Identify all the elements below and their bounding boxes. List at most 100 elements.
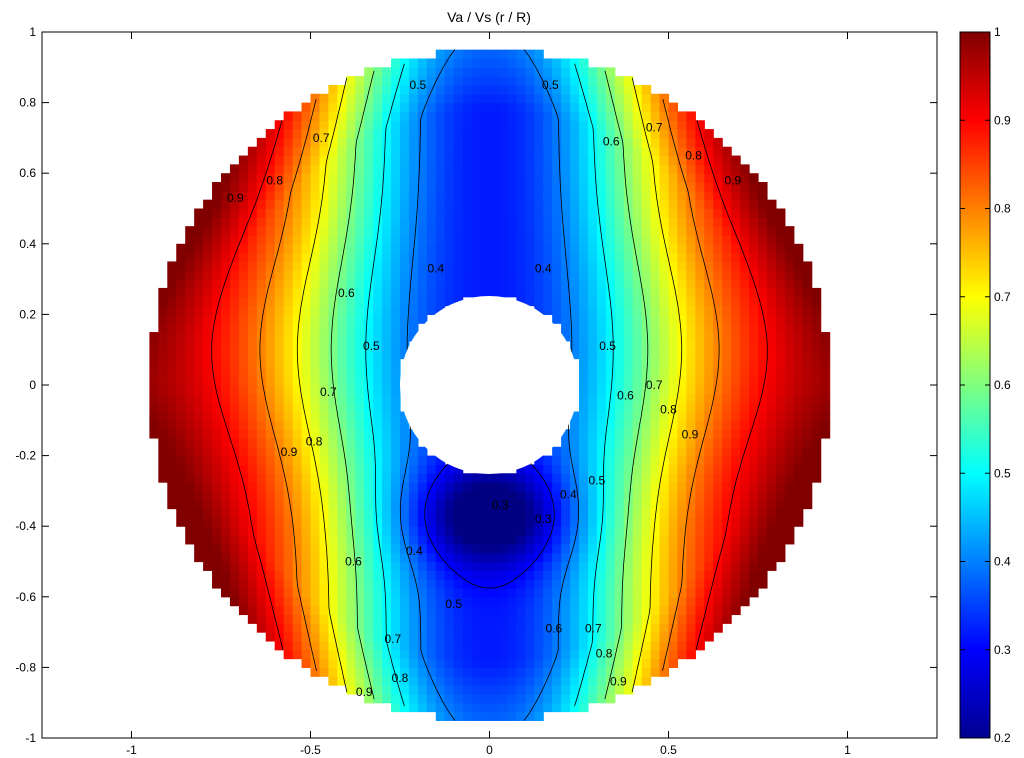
heatmap-cell: [256, 570, 267, 580]
heatmap-cell: [364, 376, 374, 386]
heatmap-cell: [713, 623, 723, 633]
heatmap-cell: [641, 614, 652, 624]
heatmap-cell: [364, 526, 374, 536]
heatmap-cell: [149, 393, 159, 404]
heatmap-cell: [498, 614, 508, 624]
heatmap-cell: [552, 526, 562, 536]
heatmap-cell: [346, 623, 356, 633]
heatmap-cell: [373, 314, 383, 324]
heatmap-cell: [328, 208, 338, 218]
heatmap-cell: [596, 623, 607, 633]
heatmap-cell: [525, 623, 535, 633]
heatmap-cell: [677, 367, 687, 377]
heatmap-cell: [686, 499, 696, 510]
heatmap-cell: [346, 261, 356, 271]
heatmap-cell: [552, 190, 562, 201]
heatmap-cell: [400, 146, 410, 157]
heatmap-cell: [525, 482, 535, 492]
heatmap-cell: [310, 437, 321, 448]
heatmap-cell: [605, 543, 616, 554]
heatmap-cell: [265, 182, 276, 192]
heatmap-cell: [740, 411, 750, 421]
heatmap-cell: [731, 420, 741, 430]
heatmap-cell: [668, 279, 679, 289]
heatmap-cell: [713, 411, 723, 421]
heatmap-cell: [570, 208, 580, 218]
heatmap-cell: [355, 411, 365, 421]
heatmap-cell: [596, 508, 607, 518]
heatmap-cell: [507, 287, 517, 298]
heatmap-cell: [337, 490, 347, 501]
heatmap-cell: [668, 614, 679, 624]
heatmap-cell: [355, 376, 365, 386]
heatmap-cell: [507, 711, 517, 721]
heatmap-cell: [417, 587, 428, 598]
heatmap-cell: [283, 261, 294, 271]
x-tick-label: -0.5: [300, 743, 321, 757]
heatmap-cell: [355, 217, 365, 227]
heatmap-cell: [677, 632, 687, 642]
heatmap-cell: [704, 323, 714, 333]
heatmap-cell: [740, 270, 750, 280]
heatmap-cell: [758, 517, 768, 527]
heatmap-cell: [337, 217, 347, 227]
heatmap-cell: [668, 287, 679, 298]
heatmap-cell: [238, 605, 249, 616]
heatmap-cell: [659, 402, 670, 413]
heatmap-cell: [722, 455, 732, 466]
heatmap-cell: [328, 393, 338, 404]
heatmap-cell: [462, 234, 473, 245]
heatmap-cell: [605, 649, 616, 660]
heatmap-cell: [426, 252, 437, 263]
heatmap-cell: [587, 596, 598, 607]
heatmap-cell: [444, 464, 455, 474]
heatmap-cell: [749, 587, 759, 598]
heatmap-cell: [400, 623, 410, 633]
heatmap-cell: [471, 623, 482, 633]
heatmap-cell: [480, 182, 491, 192]
heatmap-cell: [775, 376, 786, 386]
heatmap-cell: [704, 226, 714, 236]
heatmap-cell: [749, 420, 759, 430]
heatmap-cell: [731, 270, 741, 280]
heatmap-cell: [346, 667, 356, 677]
heatmap-cell: [283, 332, 294, 342]
heatmap-cell: [498, 67, 508, 77]
heatmap-cell: [480, 129, 491, 139]
heatmap-cell: [561, 579, 571, 589]
heatmap-cell: [686, 570, 696, 580]
contour-label: 0.5: [445, 597, 462, 611]
contour-label: 0.7: [646, 120, 663, 134]
heatmap-cell: [650, 190, 661, 201]
heatmap-cell: [489, 676, 500, 686]
heatmap-cell: [561, 190, 571, 201]
heatmap-cell: [641, 199, 652, 210]
heatmap-cell: [373, 693, 383, 704]
heatmap-cell: [229, 429, 240, 439]
heatmap-cell: [319, 508, 329, 518]
heatmap-cell: [775, 535, 786, 545]
heatmap-cell: [382, 464, 392, 474]
heatmap-cell: [758, 482, 768, 492]
heatmap-cell: [444, 614, 455, 624]
heatmap-cell: [722, 482, 732, 492]
heatmap-cell: [319, 473, 329, 483]
heatmap-cell: [632, 526, 643, 536]
heatmap-cell: [489, 517, 500, 527]
heatmap-cell: [408, 287, 419, 298]
heatmap-cell: [579, 667, 589, 677]
heatmap-cell: [641, 570, 652, 580]
heatmap-cell: [301, 111, 312, 121]
heatmap-cell: [650, 570, 661, 580]
heatmap-cell: [265, 385, 276, 395]
heatmap-cell: [623, 234, 634, 245]
heatmap-cell: [426, 182, 437, 192]
heatmap-cell: [507, 208, 517, 218]
heatmap-cell: [480, 702, 491, 713]
heatmap-cell: [749, 314, 759, 324]
heatmap-cell: [435, 570, 446, 580]
heatmap-cell: [480, 676, 491, 686]
heatmap-cell: [641, 182, 652, 192]
heatmap-cell: [668, 517, 679, 527]
heatmap-cell: [587, 296, 598, 307]
